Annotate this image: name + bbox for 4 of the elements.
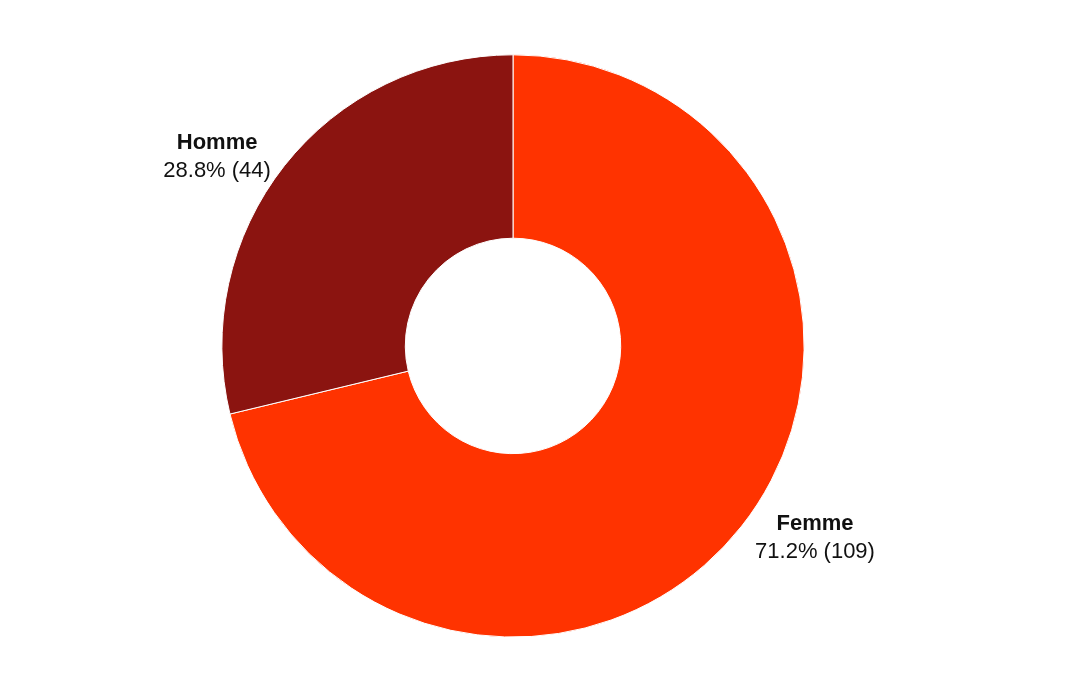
data-label: 28.8% (44) [163, 157, 271, 183]
data-label: 71.2% (109) [755, 538, 875, 564]
slice-label: Homme [176, 128, 258, 154]
slice-label: Femme [776, 509, 854, 535]
